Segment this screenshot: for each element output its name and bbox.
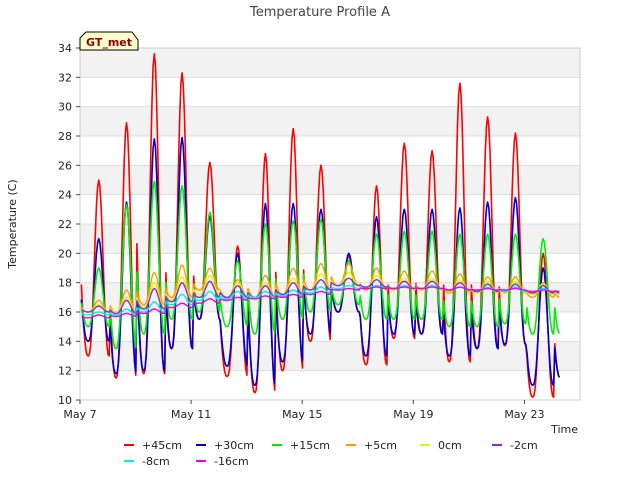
series-lines [80,53,561,398]
y-tick-label: 12 [58,365,72,378]
plot-band [80,253,580,283]
series-line [80,277,560,315]
plot-band [80,194,580,224]
x-tick-label: May 7 [63,408,96,421]
plot-band [80,48,580,78]
legend-label: +5cm [364,439,397,452]
y-axis-label: Temperature (C) [6,179,19,269]
badge-shape [79,31,139,51]
legend-label: +30cm [214,439,254,452]
grid-lines [80,47,580,401]
legend-label: -16cm [214,455,249,468]
badge-label: GT_met [86,36,132,49]
legend-label: -8cm [142,455,170,468]
y-tick-label: 18 [58,277,72,290]
y-tick-label: 20 [58,247,72,260]
y-tick-label: 10 [58,394,72,407]
plot-band [80,77,580,107]
series-line [80,271,560,313]
site-badge: GT_met [79,31,139,51]
plot-band [80,136,580,166]
plot-band [80,370,580,400]
legend: +45cm +30cm +15cm +5cm 0cm -2cm -8cm -16cm [124,439,538,468]
legend-label: 0cm [438,439,462,452]
plot-band [80,165,580,195]
x-tick-label: May 11 [171,408,211,421]
series-line [80,136,561,387]
y-tick-label: 16 [58,306,72,319]
y-tick-label: 24 [58,189,72,202]
y-tick-label: 26 [58,159,72,172]
y-tick-label: 14 [58,335,72,348]
plot-band [80,224,580,254]
legend-label: +15cm [290,439,330,452]
legend-label: -2cm [510,439,538,452]
legend-label: +45cm [142,439,182,452]
chart-title: Temperature Profile A [249,5,390,20]
plot-band [80,106,580,136]
x-tick-label: May 23 [504,408,544,421]
x-tick-label: May 15 [282,408,322,421]
y-tick-label: 30 [58,101,72,114]
y-tick-label: 28 [58,130,72,143]
y-axis-ticks: 10 12 14 16 18 20 22 24 26 28 30 32 34 [58,42,80,407]
x-axis-ticks: May 7 May 11 May 15 May 19 May 23 [63,400,545,421]
x-axis-label: Time [550,423,578,436]
y-tick-label: 32 [58,71,72,84]
series-line [81,286,560,319]
y-tick-label: 34 [58,42,72,55]
x-tick-label: May 19 [393,408,433,421]
y-tick-label: 22 [58,218,72,231]
